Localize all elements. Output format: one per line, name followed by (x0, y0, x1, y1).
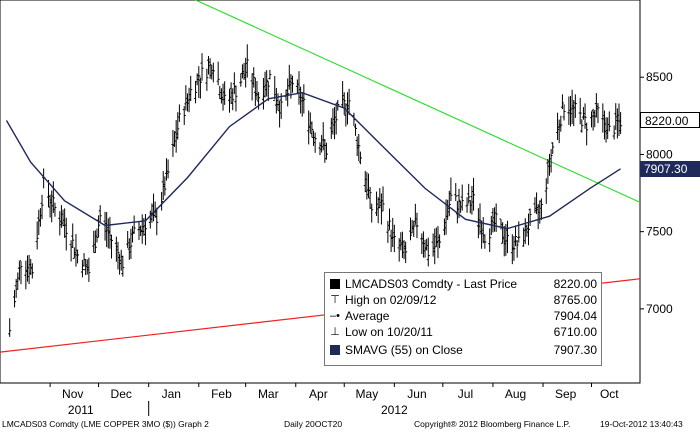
legend-label: Average (345, 309, 390, 323)
y-tick-label: 8500 (646, 70, 673, 84)
legend-row-average: –• Average 7904.04 (329, 309, 597, 325)
year-label: 2011 (68, 403, 94, 417)
average-marker-icon: –• (330, 310, 340, 322)
sma-line (5, 91, 621, 230)
legend-value: 8765.00 (553, 293, 597, 307)
footer-timestamp: 19-Oct-2012 13:40:43 (600, 419, 683, 429)
x-tick-label: Sep (555, 387, 577, 401)
x-tick-label: Nov (62, 387, 83, 401)
x-tick-label: Aug (505, 387, 526, 401)
y-tick-label: 7500 (646, 225, 673, 239)
y-axis: 7000 7500 8000 8500 (640, 70, 673, 316)
legend-row-high: ⊤ High on 02/09/12 8765.00 (329, 293, 597, 309)
legend-label: LMCADS03 Comdty - Last Price (345, 277, 518, 291)
legend-label: Low on 10/20/11 (345, 325, 433, 339)
square-icon (330, 279, 340, 289)
x-tick-label: Jul (458, 387, 473, 401)
y-tick-label: 8000 (646, 147, 673, 161)
legend-box: LMCADS03 Comdty - Last Price 8220.00 ⊤ H… (324, 272, 602, 366)
legend-label: SMAVG (55) on Close (345, 343, 463, 357)
legend-value: 7904.04 (553, 309, 597, 323)
last-price-badge: 8220.00 (640, 112, 700, 129)
x-tick-label: May (356, 387, 379, 401)
x-tick-label: Mar (258, 387, 279, 401)
smavg-swatch-icon (330, 345, 340, 355)
x-tick-label: Dec (111, 387, 132, 401)
x-tick-label: Feb (211, 387, 232, 401)
x-tick-label: Apr (309, 387, 328, 401)
year-label: 2012 (381, 403, 408, 417)
trendline (195, 0, 640, 203)
legend-value: 6710.00 (553, 325, 597, 339)
legend-row-smavg: SMAVG (55) on Close 7907.30 (329, 343, 597, 359)
sma-series (5, 91, 621, 230)
footer-period: Daily 20OCT20 (284, 419, 343, 429)
y-tick-label: 7000 (646, 302, 673, 316)
sma-badge: 7907.30 (640, 160, 700, 177)
price-series (8, 44, 623, 337)
x-axis: Nov Dec Jan Feb Mar Apr May Jun Jul Aug Sep Oct 2011… (49, 383, 619, 417)
footer-bar: LMCADS03 Comdty (LME COPPER 3MO ($)) Gra… (0, 415, 700, 434)
legend-row-low: ⊥ Low on 10/20/11 6710.00 (329, 325, 597, 341)
x-tick-label: Jan (162, 387, 181, 401)
x-tick-label: Oct (600, 387, 619, 401)
high-marker-icon: ⊤ (330, 294, 340, 306)
legend-value: 8220.00 (553, 277, 597, 291)
legend-label: High on 02/09/12 (345, 293, 437, 307)
footer-ticker: LMCADS03 Comdty (LME COPPER 3MO ($)) Gra… (2, 419, 209, 429)
footer-copyright: Copyright® 2012 Bloomberg Finance L.P. (414, 419, 571, 429)
x-tick-label: Jun (407, 387, 426, 401)
low-marker-icon: ⊥ (330, 326, 340, 338)
legend-value: 7907.30 (553, 343, 597, 357)
legend-row-price: LMCADS03 Comdty - Last Price 8220.00 (329, 277, 597, 293)
